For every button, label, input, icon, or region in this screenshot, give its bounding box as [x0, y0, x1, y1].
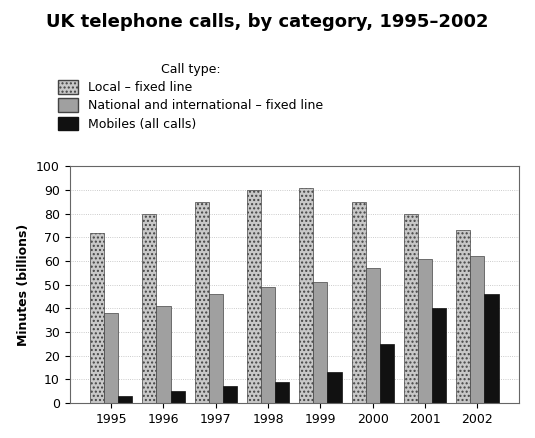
Bar: [314, 283, 327, 403]
Bar: [470, 256, 484, 403]
Bar: [195, 202, 209, 403]
Text: UK telephone calls, by category, 1995–2002: UK telephone calls, by category, 1995–20…: [46, 13, 489, 31]
Bar: [275, 381, 289, 403]
Bar: [327, 372, 341, 403]
Bar: [418, 259, 432, 403]
Bar: [432, 308, 446, 403]
Bar: [142, 214, 156, 403]
Bar: [365, 268, 380, 403]
Bar: [380, 344, 394, 403]
Bar: [247, 190, 261, 403]
Y-axis label: Minutes (billions): Minutes (billions): [18, 223, 30, 346]
Bar: [209, 294, 223, 403]
Bar: [351, 202, 365, 403]
Bar: [404, 214, 418, 403]
Legend: Local – fixed line, National and international – fixed line, Mobiles (all calls): Local – fixed line, National and interna…: [55, 59, 327, 134]
Bar: [118, 396, 132, 403]
Bar: [261, 287, 275, 403]
Bar: [104, 313, 118, 403]
Bar: [156, 306, 171, 403]
Bar: [171, 391, 185, 403]
Bar: [484, 294, 499, 403]
Bar: [90, 233, 104, 403]
Bar: [299, 188, 314, 403]
Bar: [456, 230, 470, 403]
Bar: [223, 386, 237, 403]
